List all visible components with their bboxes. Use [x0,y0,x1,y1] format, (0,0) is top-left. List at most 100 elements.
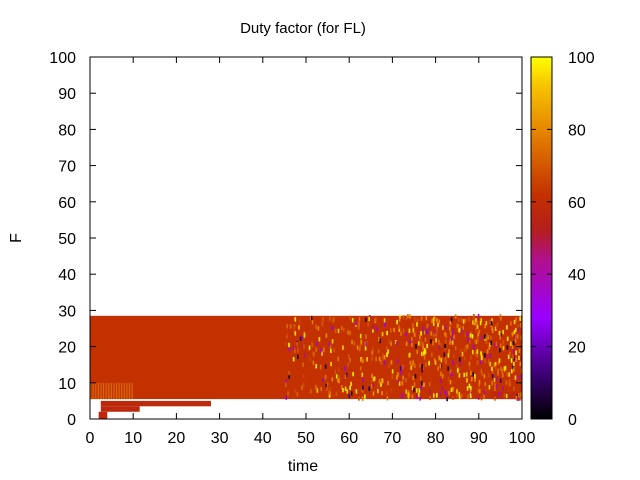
heatmap-cell [375,326,378,332]
heatmap-cell [515,327,517,333]
heatmap-cell [347,330,349,335]
heatmap-cell [356,345,359,350]
heatmap-cell [484,381,487,387]
heatmap-cell [410,336,413,342]
colorbar-tick-label: 100 [568,50,595,67]
heatmap-cell [372,377,375,382]
heatmap-cell [413,382,416,387]
heatmap-cell [409,339,411,344]
heatmap-cell [345,372,348,378]
heatmap-cell [372,345,374,351]
heatmap-cell [292,357,295,362]
heatmap-cell [329,387,331,392]
y-tick-label: 100 [49,50,76,67]
heatmap-cell [390,328,392,333]
heatmap-cell [477,388,479,393]
heatmap-cell [436,317,438,323]
heatmap-cell [372,391,375,396]
heatmap-cell [377,388,379,394]
x-tick-label: 10 [124,430,142,447]
heatmap-cell [288,374,290,379]
heatmap-cell [511,344,514,350]
heatmap-cell [303,353,306,358]
heatmap-cell [337,378,339,383]
heatmap-cell [430,331,432,336]
heatmap-cell [444,339,447,344]
heatmap-cell [486,333,488,338]
heatmap-cell [362,388,364,394]
heatmap-cell [459,360,462,366]
heatmap-cell [439,363,442,369]
heatmap-cell [288,347,291,352]
heatmap-cell [491,381,493,386]
heatmap-cell [401,381,404,386]
heatmap-cell [488,345,491,350]
heatmap-cell [402,375,404,381]
heatmap-cell [450,387,453,393]
heatmap-cell [519,374,521,379]
heatmap-cell [449,331,452,336]
heatmap-cell [506,325,508,330]
heatmap-cell [365,334,367,339]
heatmap-cell [440,357,443,363]
heatmap-cell [438,345,441,350]
heatmap-cell [396,319,398,325]
heatmap-cell [410,365,413,371]
heatmap-cell [298,325,300,330]
heatmap-cell [319,364,322,370]
heatmap-cell [289,324,292,329]
heatmap-cell [472,320,474,325]
heatmap-cell [444,390,446,395]
colorbar-tick-label: 0 [568,412,577,429]
heatmap-cell [294,388,297,394]
heatmap-cell [436,393,438,398]
heatmap-cell [351,318,354,323]
heatmap-cell [355,320,357,326]
heatmap-cell [439,378,442,384]
heatmap-cell [497,360,500,366]
y-tick-label: 90 [58,86,76,103]
heatmap-cell [465,347,468,352]
heatmap-cell [412,360,415,365]
heatmap-cell [520,392,522,397]
heatmap-cell [477,313,480,319]
heatmap-cell [366,357,368,362]
heatmap-cell [431,352,433,357]
heatmap-cell [335,391,338,397]
heatmap-cell [461,351,464,357]
heatmap-cell [97,382,99,400]
heatmap-cell [451,340,454,345]
heatmap-cell [399,366,402,371]
heatmap-cell [469,355,472,360]
heatmap-cell [324,375,327,380]
heatmap-cell [341,326,343,331]
heatmap-cell [361,372,364,377]
heatmap-cell [418,388,421,393]
heatmap-cell [350,391,353,396]
heatmap-cell [373,376,376,381]
heatmap-cell [361,358,363,363]
x-tick-label: 0 [86,430,95,447]
heatmap-cell [411,342,413,347]
heatmap-cell [374,317,377,322]
heatmap-cell [510,321,512,326]
heatmap-cell [365,342,367,347]
x-tick-label: 90 [470,430,488,447]
heatmap-cell [320,386,323,392]
heatmap-cell [493,362,496,368]
heatmap-cell [393,327,395,333]
colorbar-tick-label: 40 [568,267,586,284]
heatmap-cell [349,357,352,363]
heatmap-cell [344,366,346,371]
heatmap-cell [315,385,317,390]
heatmap-cell [322,317,324,322]
heatmap-cell [411,394,414,399]
heatmap-cell [476,324,479,330]
heatmap-cell [90,382,92,400]
heatmap-cell [425,316,428,321]
heatmap-cell [381,331,384,337]
heatmap-cell [458,394,461,400]
heatmap-cell [358,396,360,401]
heatmap-cell [423,330,426,335]
heatmap-cell [377,349,380,354]
